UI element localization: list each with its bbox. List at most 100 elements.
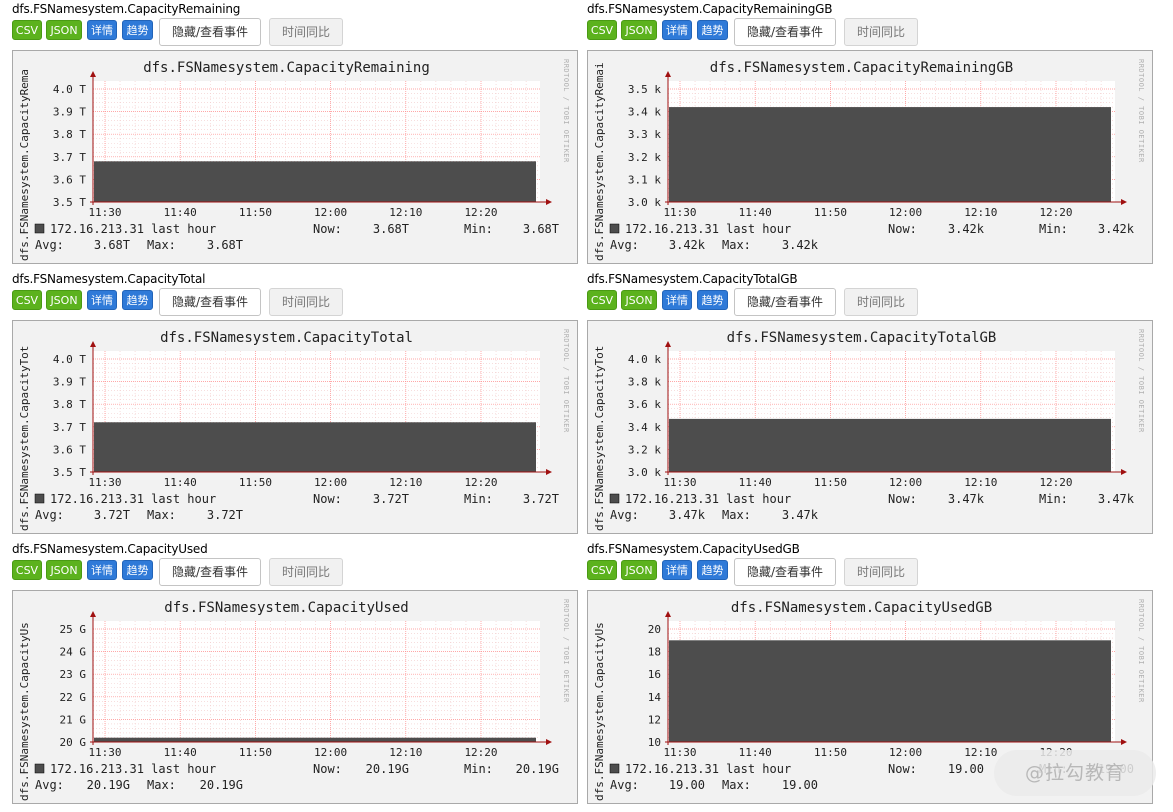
detail-button[interactable]: 详情 [87, 560, 117, 580]
trend-button[interactable]: 趋势 [122, 290, 153, 310]
plot-area [93, 621, 540, 742]
x-axis-arrow [546, 739, 552, 745]
trend-button[interactable]: 趋势 [697, 20, 728, 40]
y-tick-label: 3.9 T [53, 106, 86, 119]
y-axis-label: dfs.FSNamesystem.CapacityUs [18, 622, 31, 801]
legend-avg-label: Avg: [610, 238, 639, 252]
legend-avg-label: Avg: [610, 508, 639, 522]
x-tick-label: 11:50 [814, 476, 847, 489]
legend-now-label: Now: [313, 222, 342, 236]
toggle-events-button[interactable]: 隐藏/查看事件 [734, 18, 836, 46]
legend-now-value: 3.47k [948, 492, 985, 506]
detail-button[interactable]: 详情 [662, 560, 692, 580]
json-button[interactable]: JSON [621, 560, 657, 580]
trend-button[interactable]: 趋势 [122, 20, 153, 40]
y-tick-label: 3.3 k [628, 128, 661, 141]
x-tick-label: 12:00 [314, 476, 347, 489]
rrdtool-credit: RRDTOOL / TOBI OETIKER [1137, 59, 1145, 163]
rrd-graph: dfs.FSNamesystem.CapacityRemaining dfs.FS… [12, 50, 578, 264]
detail-button[interactable]: 详情 [87, 20, 117, 40]
trend-button[interactable]: 趋势 [697, 560, 728, 580]
toggle-events-button[interactable]: 隐藏/查看事件 [734, 558, 836, 586]
legend-avg-value: 19.00 [669, 778, 705, 792]
metric-panel: dfs.FSNamesystem.CapacityUsed CSV JSON 详情 趋势… [12, 542, 578, 812]
x-tick-label: 12:10 [964, 206, 997, 219]
y-axis-label: dfs.FSNamesystem.CapacityTot [593, 346, 606, 531]
y-axis-arrow [90, 611, 96, 617]
y-tick-label: 22 G [60, 691, 87, 704]
legend-min-label: Min: [464, 492, 493, 506]
x-tick-label: 11:40 [164, 476, 197, 489]
x-tick-label: 12:10 [389, 476, 422, 489]
csv-button[interactable]: CSV [12, 560, 42, 580]
x-axis-arrow [546, 469, 552, 475]
rrd-chart-svg: dfs.FSNamesystem.CapacityTotal dfs.FSName… [18, 329, 570, 531]
compare-button[interactable]: 时间同比 [269, 558, 343, 586]
x-axis-arrow [1121, 199, 1127, 205]
toggle-events-button[interactable]: 隐藏/查看事件 [159, 18, 261, 46]
json-button[interactable]: JSON [621, 290, 657, 310]
compare-button[interactable]: 时间同比 [844, 288, 918, 316]
legend-swatch [34, 223, 45, 234]
chart-title: dfs.FSNamesystem.CapacityRemainingGB [710, 60, 1013, 76]
csv-button[interactable]: CSV [12, 20, 42, 40]
compare-button[interactable]: 时间同比 [844, 558, 918, 586]
data-area [94, 422, 536, 472]
detail-button[interactable]: 详情 [662, 290, 692, 310]
y-axis-label: dfs.FSNamesystem.CapacityTot [18, 346, 31, 531]
x-tick-label: 11:50 [814, 206, 847, 219]
x-tick-label: 12:10 [964, 746, 997, 759]
legend-now-value: 19.00 [948, 762, 984, 776]
rrd-chart-svg: dfs.FSNamesystem.CapacityTotalGB dfs.FSNa… [593, 329, 1145, 531]
json-button[interactable]: JSON [46, 290, 82, 310]
csv-button[interactable]: CSV [587, 20, 617, 40]
json-button[interactable]: JSON [46, 20, 82, 40]
legend-max-label: Max: [722, 238, 751, 252]
detail-button[interactable]: 详情 [87, 290, 117, 310]
x-axis-arrow [1121, 739, 1127, 745]
y-tick-label: 3.2 k [628, 443, 661, 456]
x-tick-label: 12:00 [889, 476, 922, 489]
csv-button[interactable]: CSV [12, 290, 42, 310]
legend-min-label: Min: [464, 762, 493, 776]
toggle-events-button[interactable]: 隐藏/查看事件 [734, 288, 836, 316]
x-tick-label: 12:20 [464, 746, 497, 759]
y-tick-label: 21 G [60, 713, 87, 726]
compare-button[interactable]: 时间同比 [844, 18, 918, 46]
rrdtool-credit: RRDTOOL / TOBI OETIKER [562, 59, 570, 163]
compare-button[interactable]: 时间同比 [269, 18, 343, 46]
compare-button[interactable]: 时间同比 [269, 288, 343, 316]
detail-button[interactable]: 详情 [662, 20, 692, 40]
legend-avg-value: 3.68T [94, 238, 130, 252]
legend-host: 172.16.213.31 last hour [625, 222, 791, 236]
legend-host: 172.16.213.31 last hour [50, 222, 216, 236]
json-button[interactable]: JSON [46, 560, 82, 580]
csv-button[interactable]: CSV [587, 290, 617, 310]
y-tick-label: 4.0 T [53, 353, 86, 366]
json-button[interactable]: JSON [621, 20, 657, 40]
rrd-chart-svg: dfs.FSNamesystem.CapacityRemainingGB dfs.… [593, 59, 1145, 261]
x-tick-label: 12:10 [389, 206, 422, 219]
rrd-graph: dfs.FSNamesystem.CapacityUsedGB dfs.FSNam… [587, 590, 1153, 804]
legend-min-label: Min: [1039, 492, 1068, 506]
x-tick-label: 11:30 [663, 746, 696, 759]
legend-min-value: 3.42k [1098, 222, 1135, 236]
y-axis-arrow [90, 341, 96, 347]
legend-max-label: Max: [147, 778, 176, 792]
toggle-events-button[interactable]: 隐藏/查看事件 [159, 558, 261, 586]
trend-button[interactable]: 趋势 [697, 290, 728, 310]
y-tick-label: 18 [648, 646, 661, 659]
x-tick-label: 11:50 [239, 746, 272, 759]
legend-swatch [609, 493, 620, 504]
legend-now-label: Now: [313, 762, 342, 776]
legend-avg-value: 3.72T [94, 508, 130, 522]
trend-button[interactable]: 趋势 [122, 560, 153, 580]
data-area [94, 161, 536, 202]
toggle-events-button[interactable]: 隐藏/查看事件 [159, 288, 261, 316]
y-tick-label: 20 [648, 623, 661, 636]
y-tick-label: 3.6 k [628, 398, 661, 411]
metric-panel: dfs.FSNamesystem.CapacityUsedGB CSV JSON 详情… [587, 542, 1153, 812]
x-axis-arrow [546, 199, 552, 205]
csv-button[interactable]: CSV [587, 560, 617, 580]
y-tick-label: 23 G [60, 668, 87, 681]
